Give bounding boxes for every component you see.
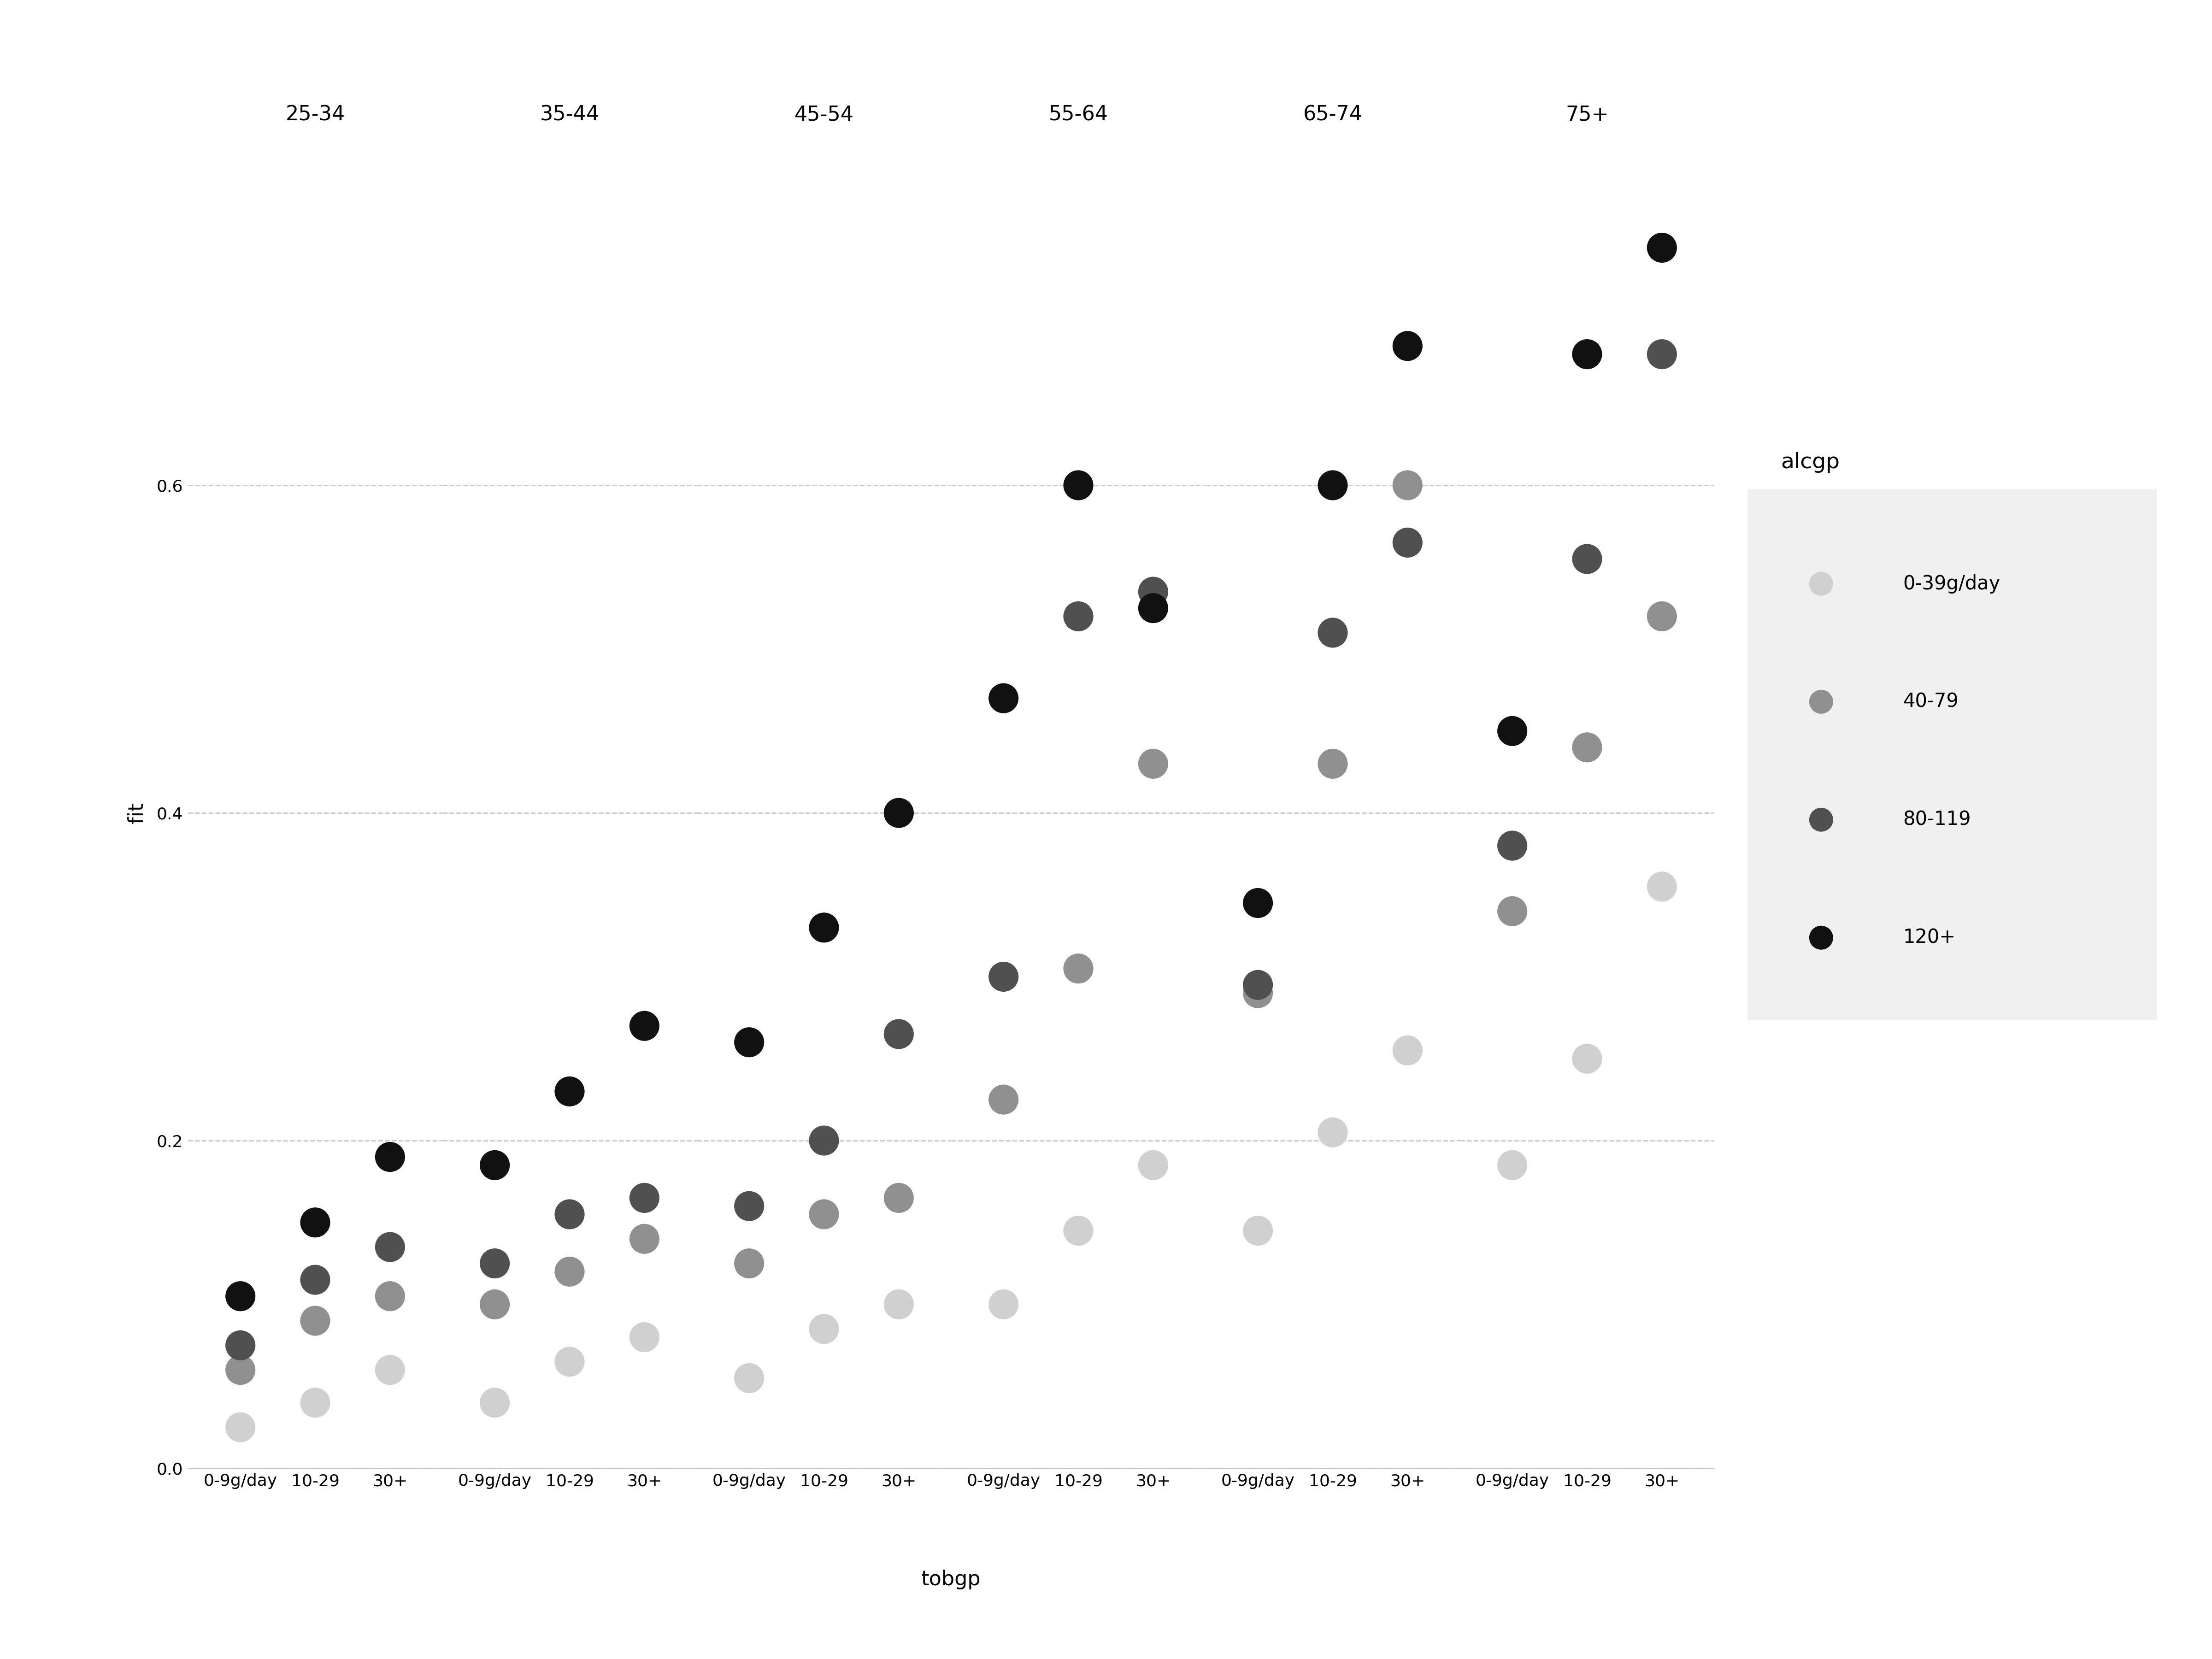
Point [880,1291,916,1317]
Point [626,1185,661,1211]
Point [880,1185,916,1211]
Point [1644,234,1679,260]
Point [1062,956,1097,982]
Point [805,1201,841,1228]
Point [223,1282,259,1309]
Point [551,1258,586,1284]
Text: 75+: 75+ [1566,105,1608,124]
Point [551,1201,586,1228]
Text: 45-54: 45-54 [794,105,854,124]
Point [1571,546,1606,572]
Point [1241,889,1276,916]
Point [1644,873,1679,899]
Point [1495,833,1531,859]
Point [1314,1120,1349,1146]
Point [1314,471,1349,498]
Point [805,1316,841,1342]
Point [987,1291,1022,1317]
Point [478,1151,513,1178]
Text: tobgp: tobgp [920,1569,982,1589]
Point [1803,571,1838,597]
Point [987,1087,1022,1113]
Point [223,1413,259,1440]
Point [732,1029,768,1055]
Text: 65-74: 65-74 [1303,105,1363,124]
Point [626,1324,661,1350]
Point [1389,529,1425,556]
Point [805,914,841,941]
Point [1644,342,1679,368]
Point [987,685,1022,712]
Point [1803,924,1838,951]
Text: 40-79: 40-79 [1902,692,1958,712]
Point [551,1349,586,1375]
Point [626,1226,661,1253]
Point [1644,602,1679,629]
Point [1241,980,1276,1007]
Point [1241,972,1276,999]
Point [372,1143,407,1170]
Point [1571,342,1606,368]
Point [1135,579,1170,606]
Point [1314,619,1349,645]
Text: alcgp: alcgp [1781,451,1840,473]
Point [1241,1218,1276,1244]
Point [1389,471,1425,498]
Point [1062,1218,1097,1244]
Point [626,1012,661,1039]
Point [478,1291,513,1317]
Point [1495,1151,1531,1178]
Point [1495,898,1531,924]
Point [1135,1151,1170,1178]
Point [478,1251,513,1277]
Point [1389,333,1425,360]
Point [372,1282,407,1309]
Point [1803,688,1838,715]
Point [551,1078,586,1105]
Text: 35-44: 35-44 [540,105,599,124]
Point [1803,806,1838,833]
Text: 55-64: 55-64 [1048,105,1108,124]
Point [880,1020,916,1047]
Point [880,800,916,826]
Point [732,1251,768,1277]
Point [296,1266,334,1292]
Point [1571,733,1606,760]
Text: 120+: 120+ [1902,927,1955,947]
Text: 80-119: 80-119 [1902,810,1971,830]
Text: 25-34: 25-34 [285,105,345,124]
Point [732,1193,768,1219]
Point [1135,596,1170,622]
Point [296,1209,334,1236]
Point [732,1365,768,1392]
Point [372,1234,407,1261]
Point [1389,1037,1425,1063]
Point [805,1128,841,1155]
Point [296,1307,334,1334]
Point [1495,718,1531,745]
Text: 0-39g/day: 0-39g/day [1902,574,2000,594]
Point [478,1389,513,1415]
Point [1135,750,1170,776]
Point [1314,750,1349,776]
Y-axis label: fit: fit [126,803,146,823]
Point [1571,1045,1606,1072]
Point [223,1357,259,1384]
Point [372,1357,407,1384]
Point [223,1332,259,1359]
Point [987,964,1022,990]
Point [1062,471,1097,498]
Point [1062,602,1097,629]
Point [296,1389,334,1415]
